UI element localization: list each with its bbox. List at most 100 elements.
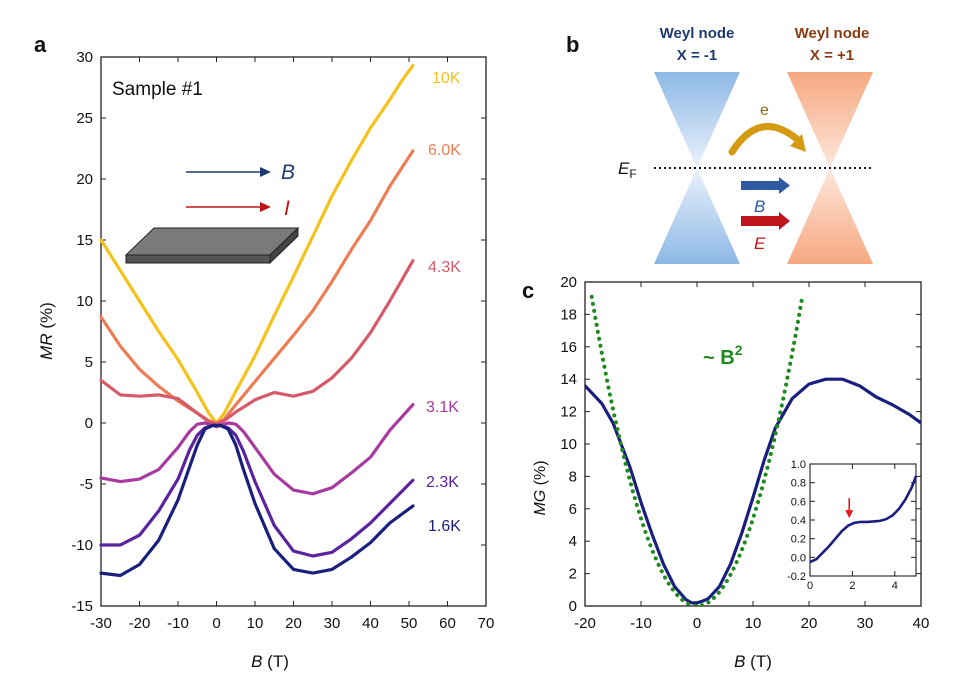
mr-curve-10k (99, 63, 415, 425)
temp-label-1-6k: 1.6K (428, 518, 461, 535)
panel-c-ylabel-var: MG (532, 490, 549, 516)
panel-a-xtick-label: -10 (167, 615, 189, 632)
panel-c-ytick-label: 0 (569, 598, 577, 615)
panel-letter-b: b (566, 32, 579, 57)
panel-c-xtick-label: -10 (630, 615, 652, 632)
panel-a-ytick-label: 25 (76, 110, 93, 127)
panel-a-ytick-label: 20 (76, 171, 93, 188)
panel-a-xlabel-unit: (T) (262, 652, 288, 671)
temp-label-2-3k: 2.3K (426, 474, 459, 491)
inset-xtick-label: 0 (807, 580, 813, 592)
panel-c-series (585, 294, 921, 606)
panel-a-series (99, 63, 415, 578)
right-weyl-cone (787, 72, 873, 264)
temp-label-10k: 10K (432, 70, 461, 87)
fit-label-exponent: 2 (735, 342, 743, 358)
panel-c-xtick-label: 40 (913, 615, 930, 632)
sample-label: Sample #1 (112, 79, 203, 100)
right-node-chirality: X = +1 (810, 47, 854, 64)
inset-xtick-label: 2 (849, 580, 855, 592)
panel-a-xlabel: B (T) (251, 652, 289, 671)
b-field-arrowhead (779, 177, 790, 194)
e-field-arrow-shaft (741, 216, 779, 226)
inset-ytick-label: -0.2 (787, 571, 806, 583)
panel-a-ticks: -30 -20 -10 0 10 20 30 40 50 60 70 -15 -10 -5 0 5 10 15 20… (71, 49, 494, 632)
inset-ticks: 0 2 4 -0.2 0.0 0.2 0.4 0.6 0.8 1.0 (787, 459, 916, 592)
panel-c-xtick-label: 0 (693, 615, 701, 632)
e-field-arrowhead (779, 212, 790, 230)
mr-curve-2-3k (99, 423, 415, 558)
panel-a-ytick-label: -5 (80, 476, 93, 493)
inset-ytick-label: 0.6 (791, 496, 806, 508)
panel-letter-c: c (522, 278, 534, 303)
fit-label-prefix: ~ B (703, 347, 735, 369)
panel-c-ytick-label: 10 (560, 436, 577, 453)
panel-c-ylabel: MG (%) (532, 460, 549, 515)
inset-marker-arrowhead (845, 510, 854, 519)
b-direction-label: B (281, 161, 295, 184)
left-weyl-cone (654, 72, 740, 264)
b-squared-fit-label: ~ B2 (703, 342, 743, 369)
panel-c-xlabel: B (T) (734, 652, 772, 671)
panel-a-ytick-label: 10 (76, 293, 93, 310)
panel-a-xtick-label: 60 (439, 615, 456, 632)
panel-a-xtick-label: 30 (324, 615, 341, 632)
panel-c-ytick-label: 4 (569, 533, 577, 550)
inset-series (809, 475, 918, 564)
panel-c-xlabel-var: B (734, 652, 745, 671)
mr-curve-4-3k (99, 259, 415, 426)
panel-a-ytick-label: 5 (85, 354, 93, 371)
b-squared-fit-curve (589, 294, 805, 606)
inset-xtick-label: 4 (892, 580, 898, 592)
panel-c-ytick-label: 14 (560, 371, 577, 388)
panel-a-xtick-label: 0 (212, 615, 220, 632)
mr-curve-6-0k (99, 149, 415, 425)
panel-c-ytick-label: 18 (560, 306, 577, 323)
panel-a-xtick-label: -30 (90, 615, 112, 632)
panel-a-ylabel-var: MR (37, 333, 56, 359)
panel-a-xtick-label: 10 (247, 615, 264, 632)
i-direction-label: I (284, 197, 290, 220)
right-node-title: Weyl node (795, 25, 870, 42)
panel-c-xtick-label: 30 (857, 615, 874, 632)
electron-transfer-arrow (728, 123, 802, 156)
panel-c-xtick-label: 20 (801, 615, 818, 632)
panel-c-ytick-label: 20 (560, 274, 577, 291)
panel-c-ytick-label: 12 (560, 404, 577, 421)
panel-a-xlabel-var: B (251, 652, 262, 671)
panel-a-chart: -30 -20 -10 0 10 20 30 40 50 60 70 -15 -10 -5 0 5 10 15 20… (37, 49, 494, 671)
inset-mg-curve (809, 475, 918, 564)
inset-ytick-label: 0.4 (791, 515, 806, 527)
left-node-chirality: X = -1 (677, 47, 717, 64)
panel-c-ytick-label: 6 (569, 501, 577, 518)
panel-c-xtick-label: -20 (574, 615, 596, 632)
fermi-level-label-sub: F (629, 167, 636, 181)
mr-curve-1-6k (99, 423, 415, 578)
mg-curve (585, 377, 921, 605)
i-direction-arrowhead (260, 202, 271, 212)
panel-a-xtick-label: 20 (285, 615, 302, 632)
panel-a-ytick-label: 30 (76, 49, 93, 66)
panel-c-xtick-label: 10 (745, 615, 762, 632)
panel-letter-a: a (34, 32, 47, 57)
temp-label-3-1k: 3.1K (426, 399, 459, 416)
left-node-title: Weyl node (660, 25, 735, 42)
b-field-label: B (754, 197, 765, 216)
panel-a-ytick-label: 15 (76, 232, 93, 249)
panel-a-ytick-label: -15 (71, 598, 93, 615)
panel-a-xtick-label: -20 (129, 615, 151, 632)
panel-a-xtick-label: 70 (478, 615, 495, 632)
panel-c-ylabel-unit: (%) (532, 460, 549, 489)
electron-label: e (760, 102, 769, 119)
temp-label-6-0k: 6.0K (428, 142, 461, 159)
panel-a-ylabel: MR (%) (37, 302, 56, 360)
inset-frame (809, 463, 917, 577)
inset-ytick-label: 1.0 (791, 459, 806, 471)
fermi-level-label: EF (618, 159, 637, 181)
mr-curve-3-1k (99, 403, 415, 496)
inset-ytick-label: 0.8 (791, 478, 806, 490)
b-direction-arrowhead (260, 167, 271, 177)
